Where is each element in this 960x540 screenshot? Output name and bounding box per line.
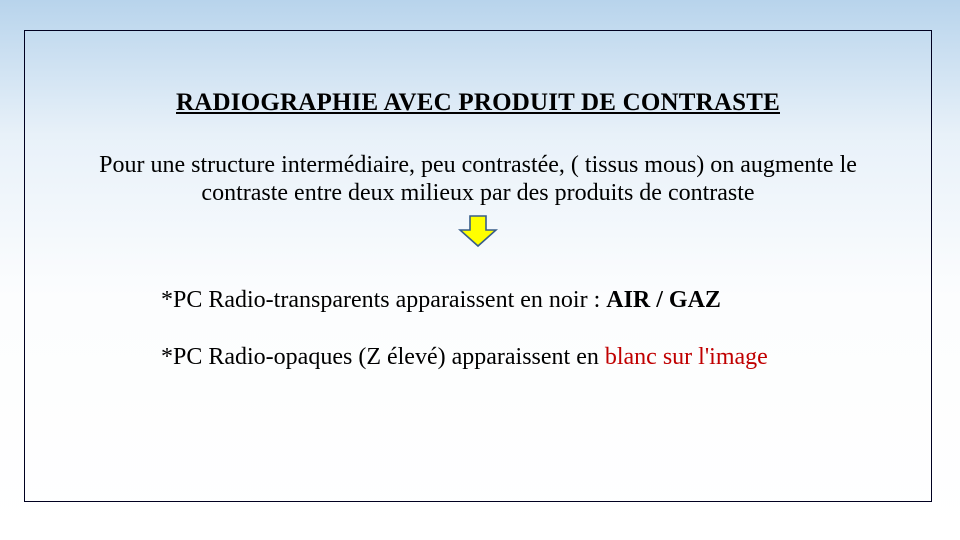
intro-line-1: Pour une structure intermédiaire, peu co… [99, 152, 857, 178]
bullet-1: *PC Radio-transparents apparaissent en n… [161, 287, 891, 314]
bullet-1-text: *PC Radio-transparents apparaissent en n… [161, 287, 606, 313]
arrow-shape [460, 216, 496, 246]
bullet-2-accent: blanc sur l'image [605, 344, 768, 370]
arrow-container [25, 214, 931, 253]
down-arrow-icon [458, 214, 498, 253]
bullet-2-text: *PC Radio-opaques (Z élevé) apparaissent… [161, 344, 605, 370]
slide-frame: RADIOGRAPHIE AVEC PRODUIT DE CONTRASTE P… [24, 30, 932, 502]
bullet-2: *PC Radio-opaques (Z élevé) apparaissent… [161, 344, 891, 371]
intro-text: Pour une structure intermédiaire, peu co… [25, 151, 931, 208]
slide-title: RADIOGRAPHIE AVEC PRODUIT DE CONTRASTE [25, 89, 931, 117]
bullet-1-bold: AIR / GAZ [606, 287, 721, 313]
intro-line-2: contraste entre deux milieux par des pro… [201, 180, 754, 206]
